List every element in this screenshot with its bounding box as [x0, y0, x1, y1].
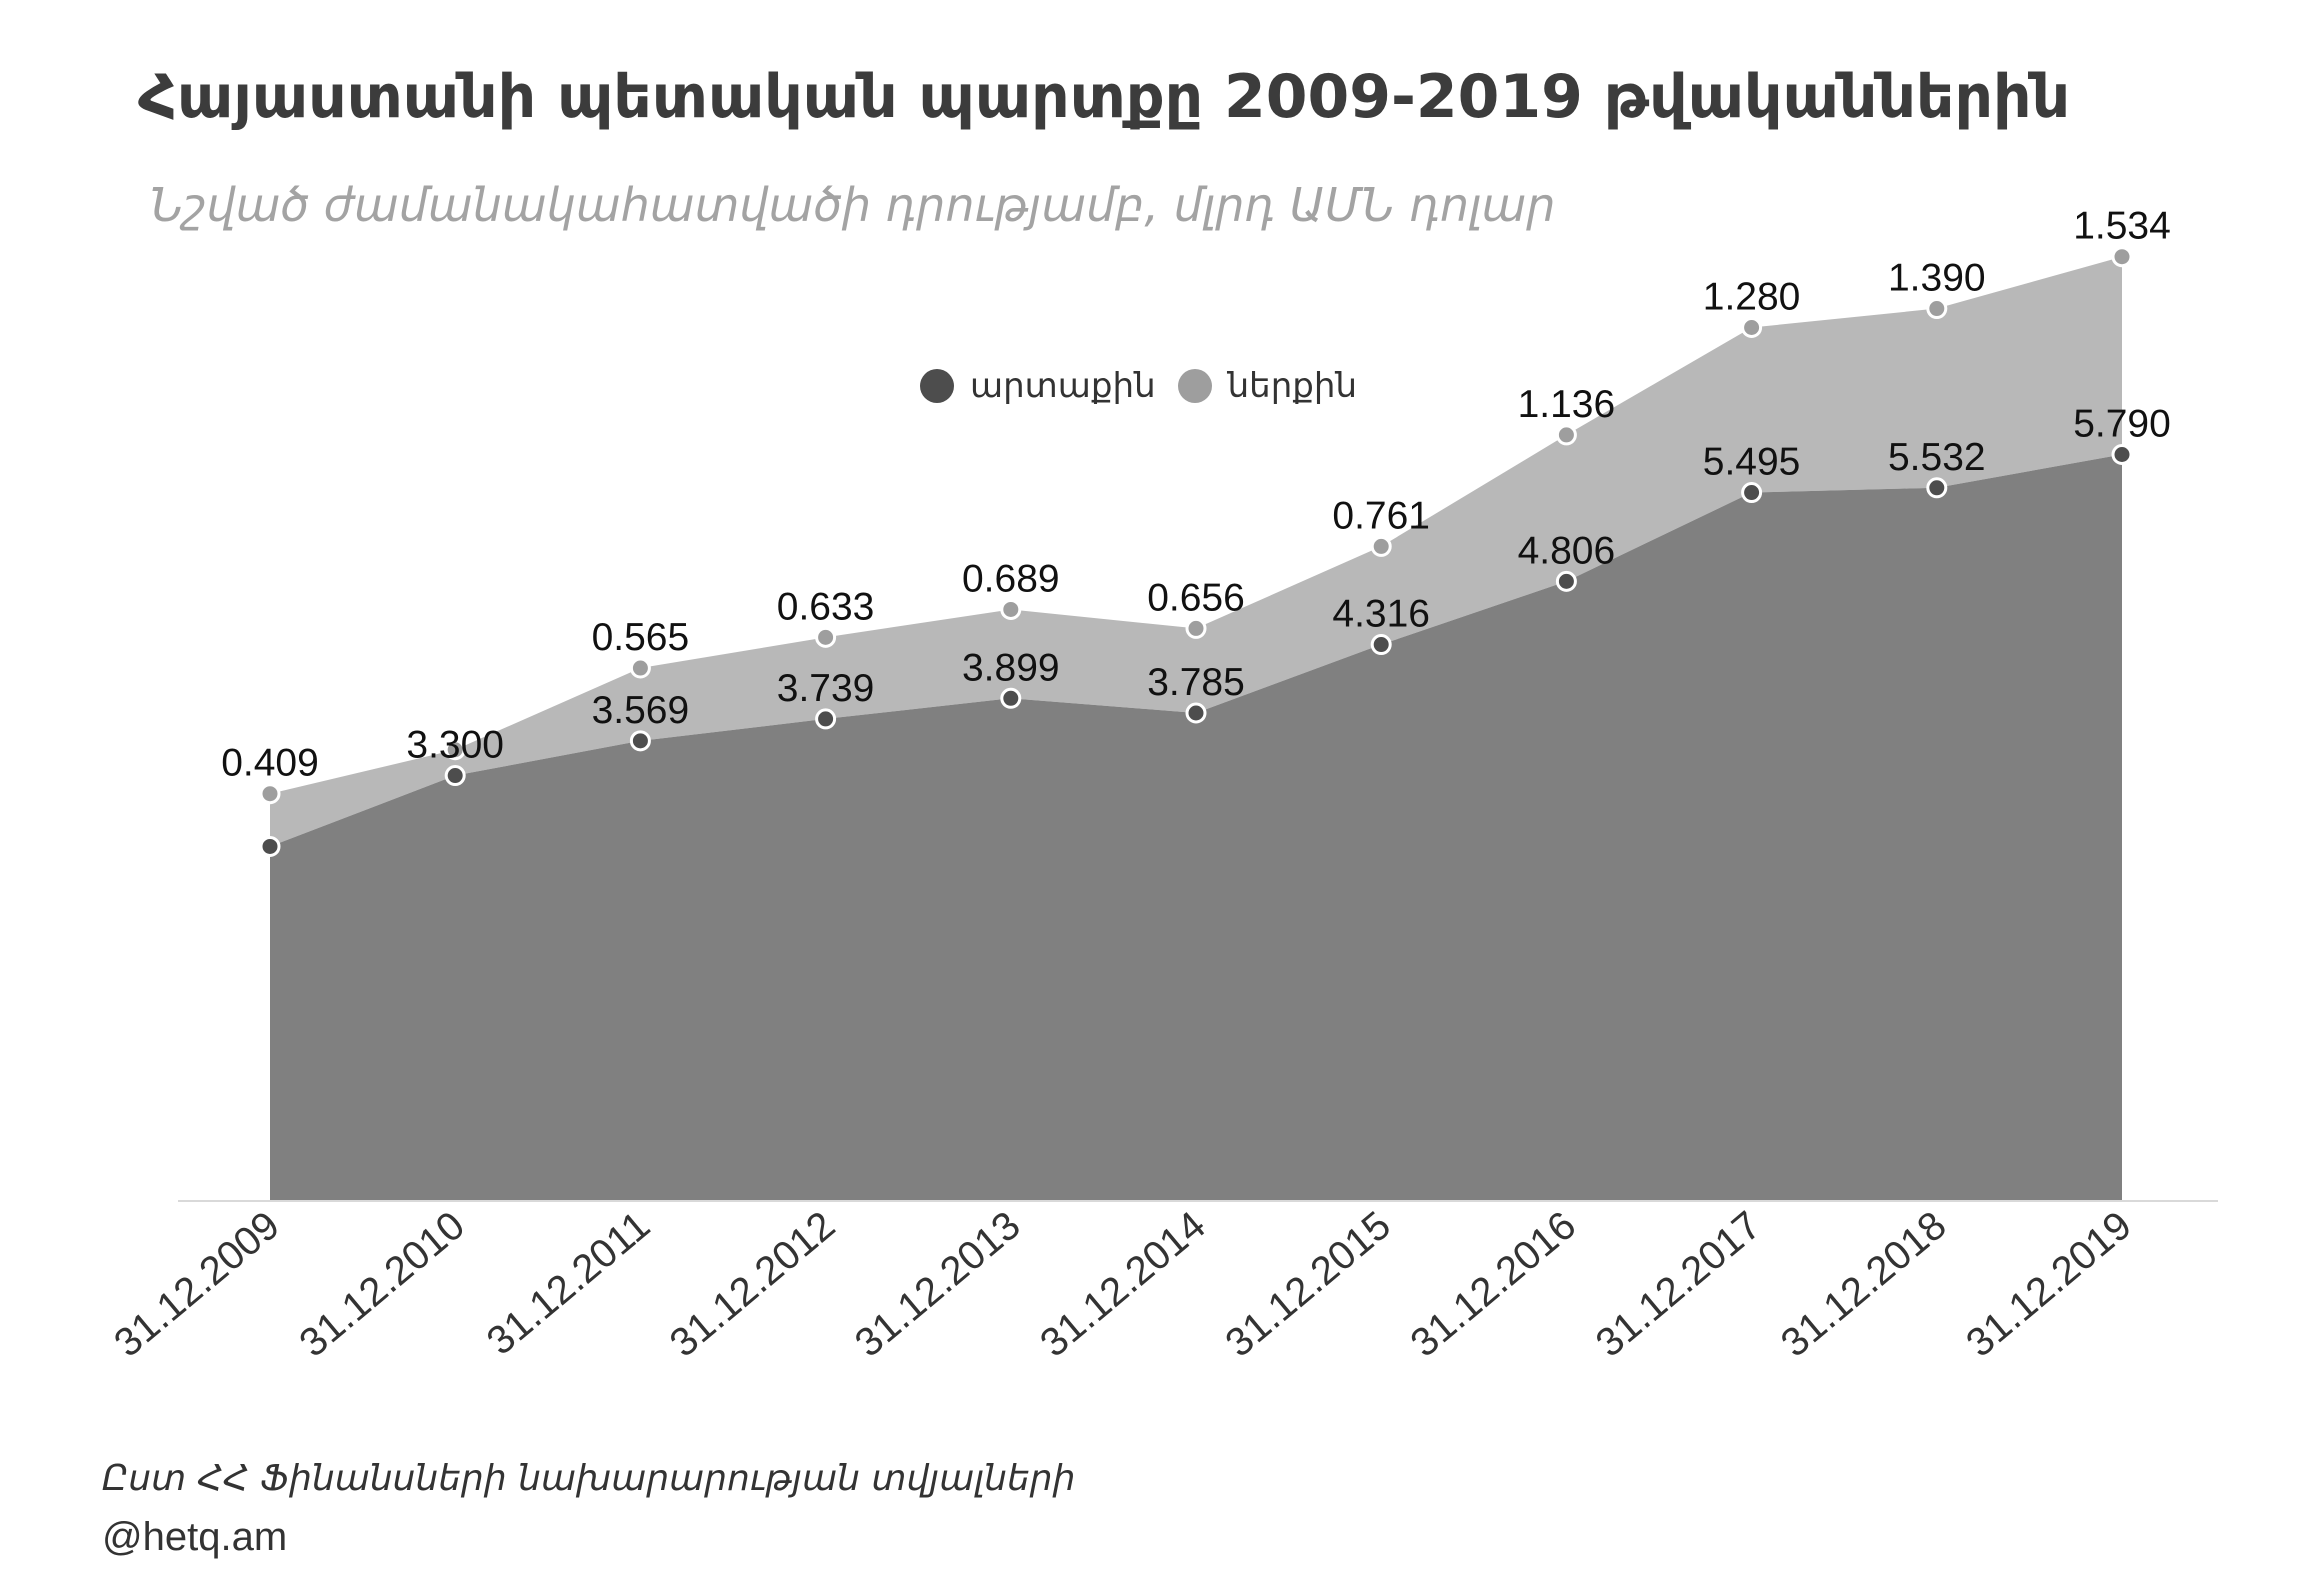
- label-domestic: 0.565: [592, 616, 690, 659]
- label-external: 3.300: [406, 724, 504, 767]
- label-external: 3.739: [777, 667, 875, 710]
- marker-domestic: [2111, 246, 2133, 268]
- label-domestic: 0.633: [777, 585, 875, 628]
- marker-external: [815, 708, 837, 730]
- label-external: 5.790: [2073, 403, 2171, 446]
- x-tick-label: 31.12.2018: [1773, 1203, 1955, 1365]
- x-tick-label: 31.12.2019: [1958, 1203, 2140, 1365]
- marker-domestic: [1185, 617, 1207, 639]
- marker-external: [1741, 482, 1763, 504]
- marker-domestic: [444, 739, 466, 761]
- marker-domestic: [1555, 424, 1577, 446]
- legend-label-domestic: ներքին: [1227, 366, 1358, 406]
- marker-external: [1555, 570, 1577, 592]
- chart-legend: արտաքին ներքին: [920, 366, 1379, 406]
- label-external: 4.806: [1518, 529, 1616, 572]
- marker-external: [444, 765, 466, 787]
- label-domestic: 1.534: [2073, 205, 2171, 248]
- x-tick-label: 31.12.2013: [847, 1203, 1029, 1365]
- marker-external: [2111, 444, 2133, 466]
- x-tick-label: 31.12.2012: [662, 1203, 844, 1365]
- marker-domestic: [1741, 317, 1763, 339]
- marker-external: [1000, 687, 1022, 709]
- x-tick-label: 31.12.2011: [479, 1203, 658, 1363]
- label-domestic: 1.280: [1703, 276, 1801, 319]
- label-external: 3.785: [1147, 661, 1245, 704]
- chart-title: Հայաստանի պետական պարտքը 2009-2019 թվակա…: [138, 62, 2071, 132]
- marker-domestic: [815, 626, 837, 648]
- area-external: [270, 454, 2122, 1202]
- source-handle: @hetq.am: [102, 1515, 288, 1559]
- marker-external: [629, 730, 651, 752]
- label-external: 5.532: [1888, 436, 1986, 479]
- chart-areas: [270, 256, 2122, 1202]
- x-tick-label: 31.12.2014: [1032, 1203, 1214, 1365]
- marker-external: [259, 835, 281, 857]
- marker-domestic: [1370, 535, 1392, 557]
- x-tick-label: 31.12.2015: [1217, 1203, 1399, 1365]
- x-tick-label: 31.12.2009: [106, 1203, 288, 1365]
- x-tick-label: 31.12.2010: [291, 1203, 473, 1365]
- legend-item-external[interactable]: արտաքին: [920, 366, 1156, 406]
- x-tick-label: 31.12.2016: [1403, 1203, 1585, 1365]
- label-external: 5.495: [1703, 441, 1801, 484]
- label-external: 3.569: [592, 689, 690, 732]
- marker-external: [1370, 634, 1392, 656]
- label-external: 3.899: [962, 646, 1060, 689]
- marker-external: [1926, 477, 1948, 499]
- legend-item-domestic[interactable]: ներքին: [1177, 366, 1358, 406]
- legend-swatch-external: [920, 369, 954, 403]
- source-note: Ըստ ՀՀ Ֆինանսների նախարարության տվյալներ…: [102, 1458, 1076, 1499]
- label-domestic: 1.136: [1518, 383, 1616, 426]
- label-domestic: 0.409: [221, 742, 319, 785]
- legend-label-external: արտաքին: [970, 366, 1156, 406]
- marker-external: [1185, 702, 1207, 724]
- chart-markers: [259, 246, 2133, 857]
- chart-subtitle: Նշված ժամանակահատվածի դրությամբ, մլրդ ԱՄ…: [150, 178, 1556, 232]
- marker-domestic: [259, 783, 281, 805]
- marker-domestic: [1000, 598, 1022, 620]
- label-domestic: 0.689: [962, 557, 1060, 600]
- x-tick-label: 31.12.2017: [1588, 1203, 1770, 1365]
- marker-domestic: [629, 657, 651, 679]
- x-axis-ticks: 31.12.2009 31.12.2010 31.12.2011 31.12.2012…: [106, 1203, 2140, 1365]
- chart-data-labels: 0.409 3.300 0.565 3.569 0.633 3.739 0.689 3.899…: [221, 205, 2171, 785]
- label-domestic: 0.761: [1332, 494, 1430, 537]
- label-domestic: 1.390: [1888, 257, 1986, 300]
- label-domestic: 0.656: [1147, 576, 1245, 619]
- area-domestic: [270, 256, 2122, 847]
- legend-swatch-domestic: [1177, 369, 1212, 403]
- marker-domestic: [1926, 298, 1948, 320]
- label-external: 4.316: [1332, 593, 1430, 636]
